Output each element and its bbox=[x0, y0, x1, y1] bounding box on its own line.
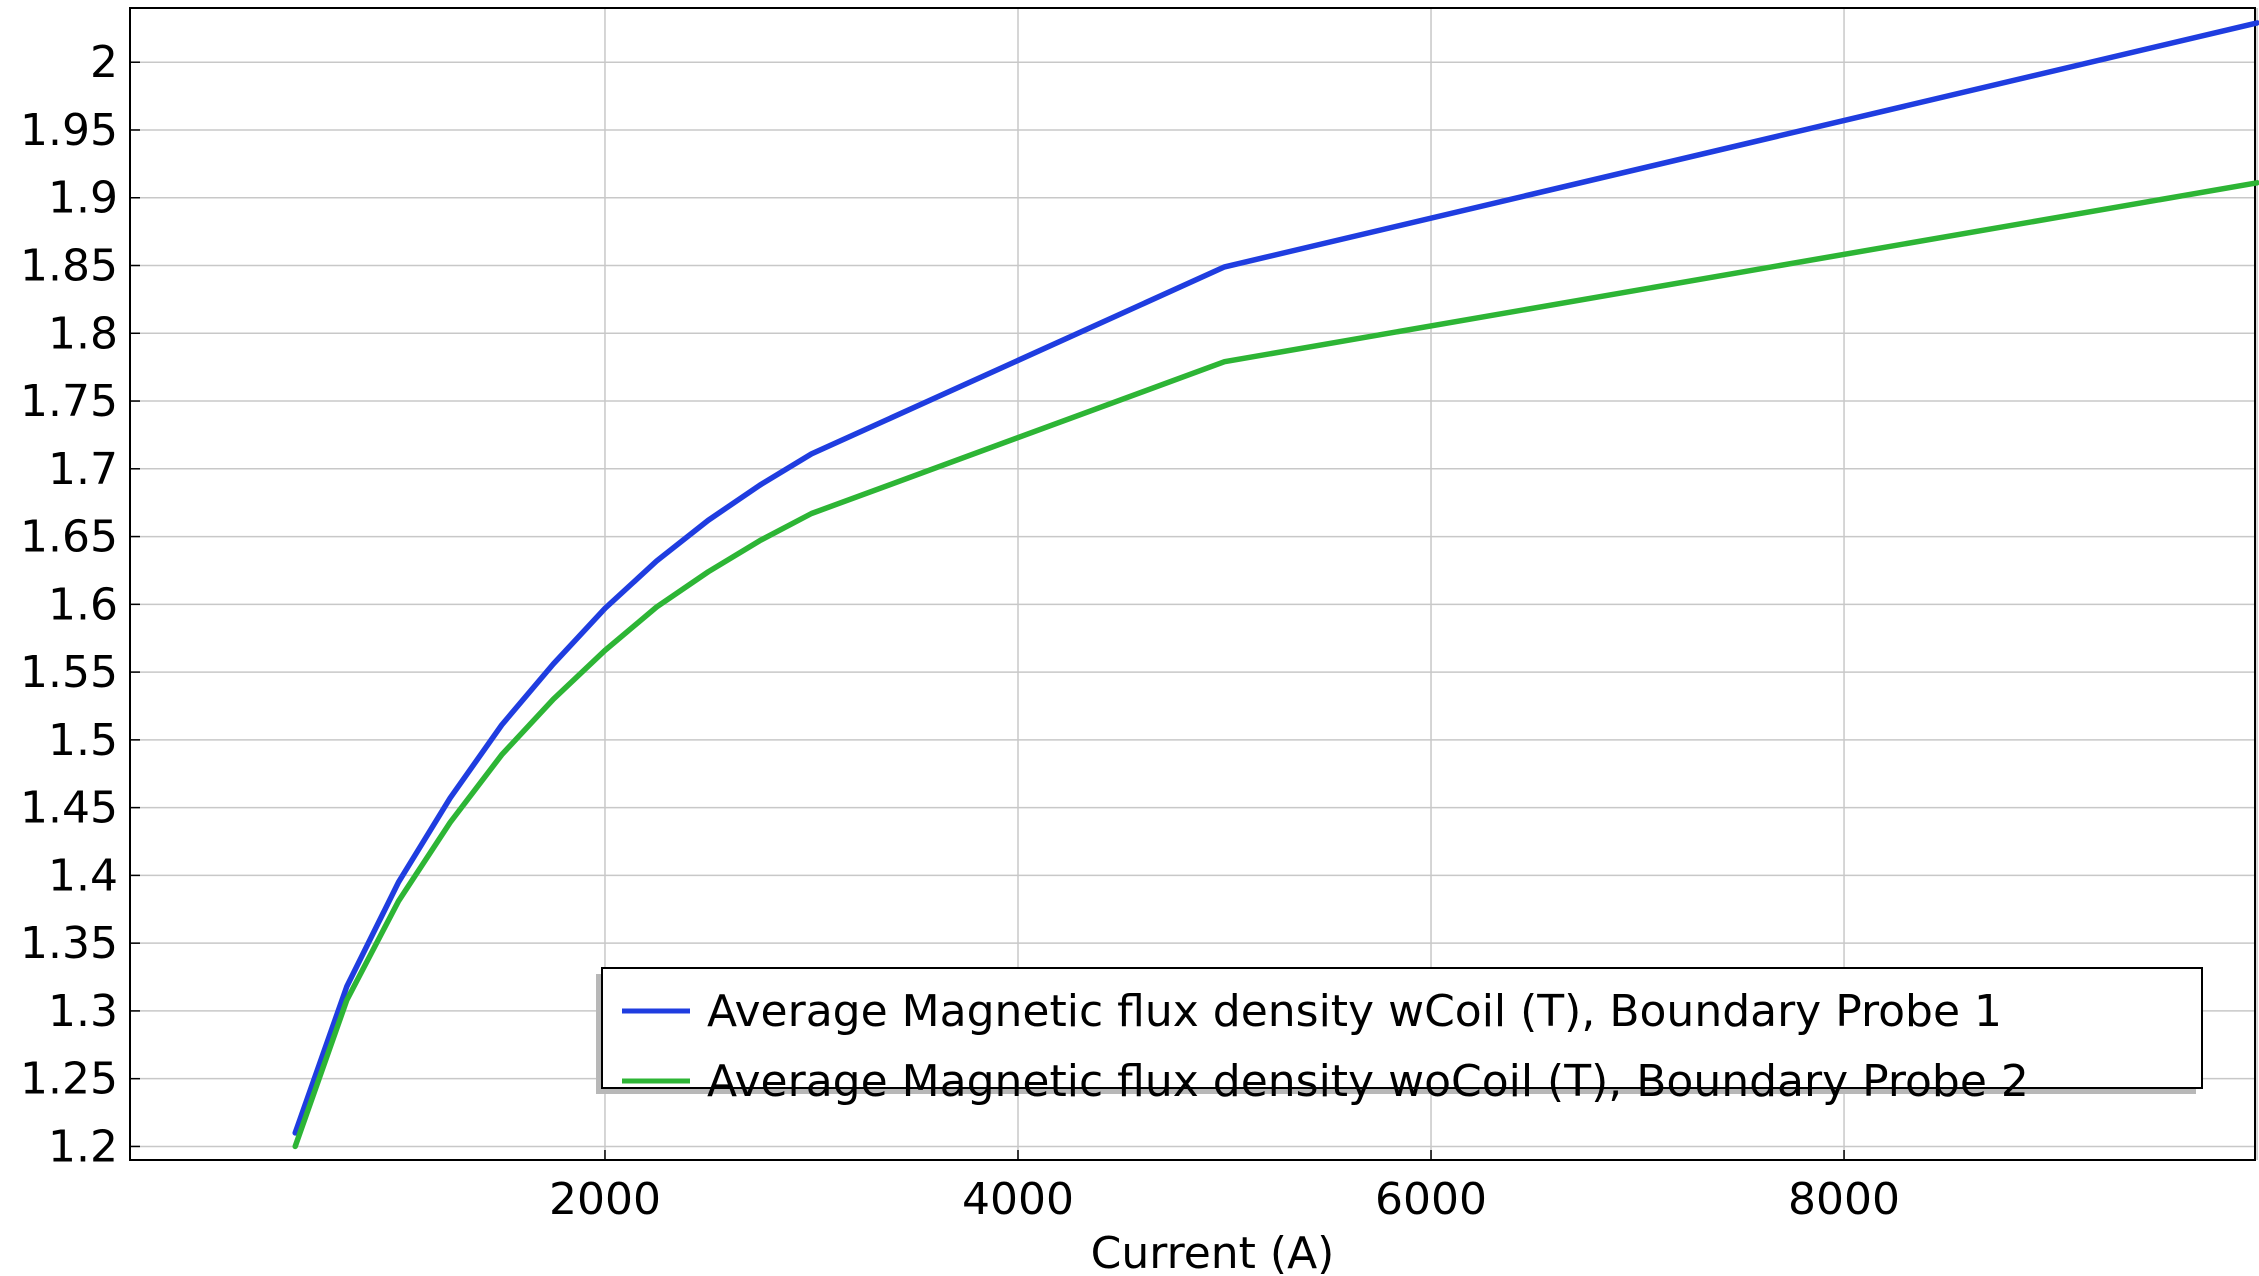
x-tick-label: 4000 bbox=[962, 1174, 1074, 1225]
y-tick-label: 1.2 bbox=[48, 1121, 118, 1172]
x-axis-label: Current (A) bbox=[1091, 1228, 1335, 1276]
x-axis-ticks: 2000 4000 6000 8000 bbox=[549, 1150, 1900, 1225]
y-tick-label: 1.65 bbox=[20, 512, 118, 563]
y-tick-label: 1.25 bbox=[20, 1054, 118, 1105]
y-tick-label: 2 bbox=[90, 37, 118, 88]
y-tick-label: 1.8 bbox=[48, 308, 118, 359]
legend: Average Magnetic flux density wCoil (T),… bbox=[596, 967, 2203, 1107]
y-tick-label: 1.9 bbox=[48, 173, 118, 224]
y-tick-label: 1.45 bbox=[20, 783, 118, 834]
legend-entries: Average Magnetic flux density wCoil (T),… bbox=[622, 986, 2029, 1107]
legend-label-1: Average Magnetic flux density wCoil (T),… bbox=[707, 986, 2002, 1037]
y-tick-label: 1.4 bbox=[48, 850, 118, 901]
y-tick-label: 1.95 bbox=[20, 105, 118, 156]
legend-label-2: Average Magnetic flux density woCoil (T)… bbox=[707, 1056, 2029, 1107]
y-tick-label: 1.85 bbox=[20, 241, 118, 292]
x-tick-label: 6000 bbox=[1375, 1174, 1487, 1225]
legend-box bbox=[601, 967, 2203, 1089]
y-tick-label: 1.7 bbox=[48, 444, 118, 495]
series-line-2 bbox=[292, 180, 2259, 1150]
y-tick-label: 1.75 bbox=[20, 376, 118, 427]
y-tick-label: 1.3 bbox=[48, 986, 118, 1037]
series-layer bbox=[292, 20, 2259, 1150]
y-axis-ticks: 1.2 1.25 1.3 1.35 1.4 1.45 1.5 1.55 1.6 1.65 1.7 1.… bbox=[20, 37, 140, 1172]
series-line-1 bbox=[292, 20, 2259, 1136]
y-tick-label: 1.55 bbox=[20, 647, 118, 698]
y-tick-label: 1.6 bbox=[48, 579, 118, 630]
x-tick-label: 8000 bbox=[1788, 1174, 1900, 1225]
plot-frame bbox=[129, 7, 2256, 1161]
y-tick-label: 1.35 bbox=[20, 918, 118, 969]
y-tick-label: 1.5 bbox=[48, 715, 118, 766]
x-tick-label: 2000 bbox=[549, 1174, 661, 1225]
